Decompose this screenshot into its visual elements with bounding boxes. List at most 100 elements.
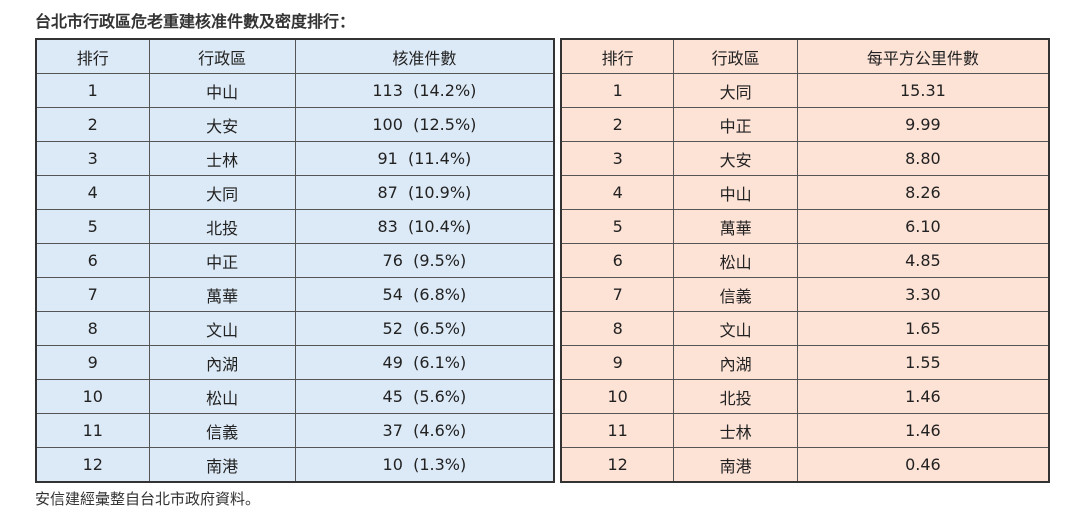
source-note: 安信建經彙整自台北市政府資料。 (35, 490, 261, 508)
table-cell: 南港 (673, 447, 798, 483)
table-cell: 信義 (673, 277, 798, 312)
table-cell: 83 (10.4%) (294, 209, 555, 244)
table-cell: 11 (35, 413, 150, 448)
table-cell: 8.26 (796, 175, 1050, 210)
table-row: 7 萬華 54 (6.8%) (35, 277, 555, 312)
table-cell: 9 (560, 345, 675, 380)
table-cell: 萬華 (148, 277, 296, 312)
table-cell: 9.99 (796, 107, 1050, 142)
table-cell: 1 (560, 73, 675, 108)
table-cell: 中正 (148, 243, 296, 278)
table-cell: 12 (35, 447, 150, 483)
table-cell: 52 (6.5%) (294, 311, 555, 346)
table-cell: 12 (560, 447, 675, 483)
table-row: 3 大安 8.80 (560, 141, 1050, 176)
table-cell: 北投 (148, 209, 296, 244)
table-cell: 5 (560, 209, 675, 244)
table-cell: 91 (11.4%) (294, 141, 555, 176)
table-row: 8 文山 1.65 (560, 311, 1050, 346)
table-cell: 文山 (148, 311, 296, 346)
table-cell: 49 (6.1%) (294, 345, 555, 380)
table-cell: 3.30 (796, 277, 1050, 312)
table-row: 6 松山 4.85 (560, 243, 1050, 278)
table-cell: 大安 (148, 107, 296, 142)
header-cell: 核准件數 (294, 38, 555, 74)
table-cell: 4.85 (796, 243, 1050, 278)
table-cell: 4 (35, 175, 150, 210)
table-cell: 大安 (673, 141, 798, 176)
table-cell: 中正 (673, 107, 798, 142)
count-table: 排行 行政區 核准件數 1 中山 113 (14.2%) 2 大安 100 (12.5%) 3 士林… (35, 38, 555, 483)
table-cell: 4 (560, 175, 675, 210)
header-cell: 排行 (560, 38, 675, 74)
table-row: 7 信義 3.30 (560, 277, 1050, 312)
table-cell: 7 (35, 277, 150, 312)
table-row: 3 士林 91 (11.4%) (35, 141, 555, 176)
table-cell: 8.80 (796, 141, 1050, 176)
header-row: 排行 行政區 核准件數 (35, 38, 555, 74)
table-row: 5 北投 83 (10.4%) (35, 209, 555, 244)
table-cell: 0.46 (796, 447, 1050, 483)
table-cell: 文山 (673, 311, 798, 346)
table-cell: 1.65 (796, 311, 1050, 346)
table-cell: 37 (4.6%) (294, 413, 555, 448)
table-cell: 45 (5.6%) (294, 379, 555, 414)
table-row: 4 中山 8.26 (560, 175, 1050, 210)
table-row: 12 南港 0.46 (560, 447, 1050, 483)
table-cell: 內湖 (673, 345, 798, 380)
table-cell: 松山 (148, 379, 296, 414)
table-cell: 2 (560, 107, 675, 142)
table-row: 2 大安 100 (12.5%) (35, 107, 555, 142)
table-cell: 9 (35, 345, 150, 380)
table-cell: 10 (35, 379, 150, 414)
table-row: 1 大同 15.31 (560, 73, 1050, 108)
density-table: 排行 行政區 每平方公里件數 1 大同 15.31 2 中正 9.99 3 大安 8.80 4 中山 8.2… (560, 38, 1050, 483)
table-cell: 11 (560, 413, 675, 448)
table-row: 9 內湖 1.55 (560, 345, 1050, 380)
table-cell: 6 (35, 243, 150, 278)
table-cell: 北投 (673, 379, 798, 414)
table-cell: 大同 (148, 175, 296, 210)
table-cell: 信義 (148, 413, 296, 448)
table-cell: 15.31 (796, 73, 1050, 108)
table-cell: 2 (35, 107, 150, 142)
table-row: 4 大同 87 (10.9%) (35, 175, 555, 210)
header-cell: 排行 (35, 38, 150, 74)
table-cell: 8 (560, 311, 675, 346)
table-row: 9 內湖 49 (6.1%) (35, 345, 555, 380)
title: 台北市行政區危老重建核准件數及密度排行： (35, 12, 356, 31)
table-row: 11 士林 1.46 (560, 413, 1050, 448)
header-cell: 行政區 (673, 38, 798, 74)
table-cell: 6 (560, 243, 675, 278)
table-row: 6 中正 76 (9.5%) (35, 243, 555, 278)
table-cell: 113 (14.2%) (294, 73, 555, 108)
header-row: 排行 行政區 每平方公里件數 (560, 38, 1050, 74)
table-cell: 100 (12.5%) (294, 107, 555, 142)
table-cell: 中山 (148, 73, 296, 108)
table-row: 1 中山 113 (14.2%) (35, 73, 555, 108)
header-cell: 行政區 (148, 38, 296, 74)
header-cell: 每平方公里件數 (796, 38, 1050, 74)
table-cell: 87 (10.9%) (294, 175, 555, 210)
table-cell: 76 (9.5%) (294, 243, 555, 278)
table-cell: 內湖 (148, 345, 296, 380)
table-cell: 54 (6.8%) (294, 277, 555, 312)
table-cell: 3 (35, 141, 150, 176)
table-cell: 1.55 (796, 345, 1050, 380)
table-cell: 6.10 (796, 209, 1050, 244)
table-cell: 8 (35, 311, 150, 346)
table-cell: 南港 (148, 447, 296, 483)
table-row: 8 文山 52 (6.5%) (35, 311, 555, 346)
table-cell: 1 (35, 73, 150, 108)
table-cell: 松山 (673, 243, 798, 278)
table-row: 2 中正 9.99 (560, 107, 1050, 142)
table-row: 10 北投 1.46 (560, 379, 1050, 414)
table-cell: 萬華 (673, 209, 798, 244)
table-row: 10 松山 45 (5.6%) (35, 379, 555, 414)
table-cell: 中山 (673, 175, 798, 210)
table-cell: 5 (35, 209, 150, 244)
table-row: 12 南港 10 (1.3%) (35, 447, 555, 483)
table-row: 5 萬華 6.10 (560, 209, 1050, 244)
table-cell: 10 (560, 379, 675, 414)
